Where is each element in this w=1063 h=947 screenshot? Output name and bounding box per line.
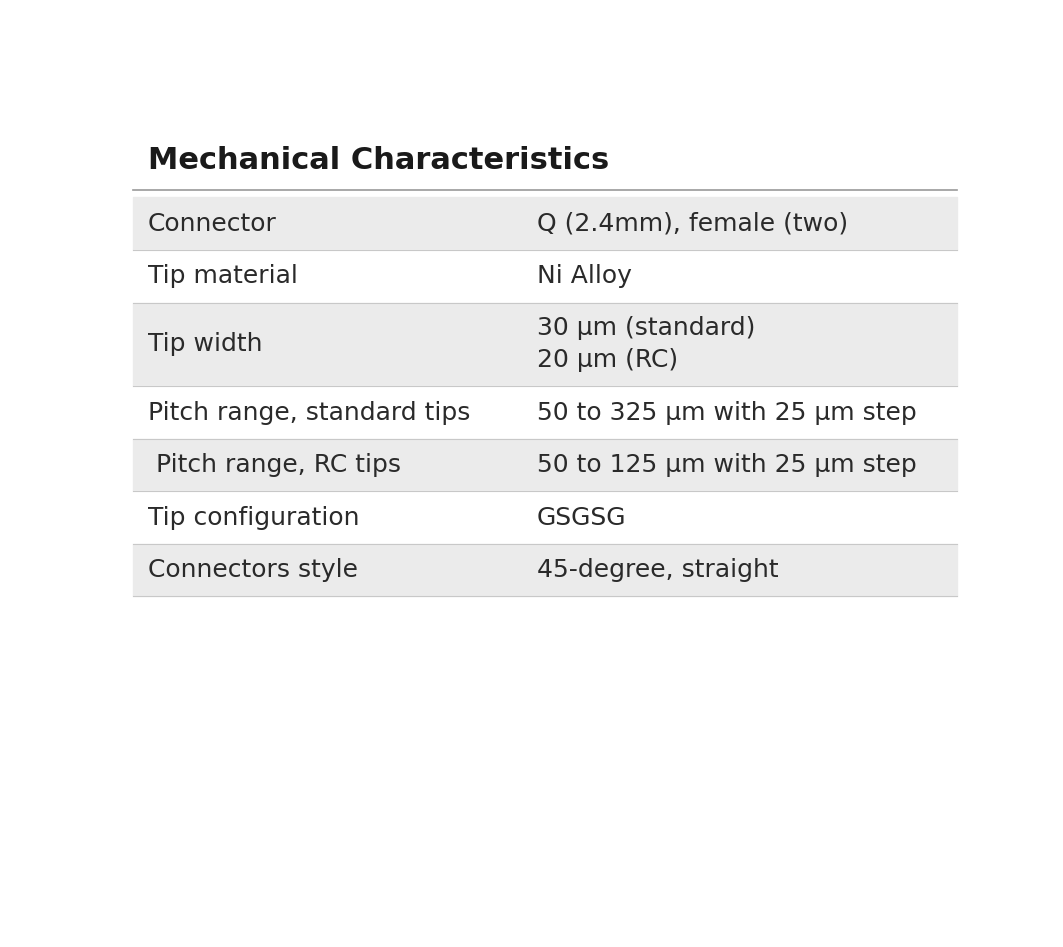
Bar — [133, 302, 957, 386]
Text: Mechanical Characteristics: Mechanical Characteristics — [148, 147, 609, 175]
Text: Ni Alloy: Ni Alloy — [537, 264, 631, 288]
Bar — [133, 544, 957, 597]
Text: 50 to 125 μm with 25 μm step: 50 to 125 μm with 25 μm step — [537, 453, 916, 477]
Text: Pitch range, RC tips: Pitch range, RC tips — [148, 453, 401, 477]
Text: Q (2.4mm), female (two): Q (2.4mm), female (two) — [537, 212, 847, 236]
Text: 30 μm (standard): 30 μm (standard) — [537, 316, 755, 340]
Text: 45-degree, straight: 45-degree, straight — [537, 558, 778, 582]
Text: 20 μm (RC): 20 μm (RC) — [537, 348, 678, 372]
Text: Tip width: Tip width — [148, 332, 263, 356]
Text: GSGSG: GSGSG — [537, 506, 626, 529]
Text: 50 to 325 μm with 25 μm step: 50 to 325 μm with 25 μm step — [537, 401, 916, 424]
Bar — [133, 386, 957, 438]
Bar — [133, 198, 957, 250]
Bar — [133, 491, 957, 544]
Text: Tip configuration: Tip configuration — [148, 506, 359, 529]
Bar — [133, 250, 957, 302]
Text: Tip material: Tip material — [148, 264, 298, 288]
Bar — [133, 438, 957, 491]
Text: Connectors style: Connectors style — [148, 558, 358, 582]
Text: Pitch range, standard tips: Pitch range, standard tips — [148, 401, 470, 424]
Text: Connector: Connector — [148, 212, 276, 236]
